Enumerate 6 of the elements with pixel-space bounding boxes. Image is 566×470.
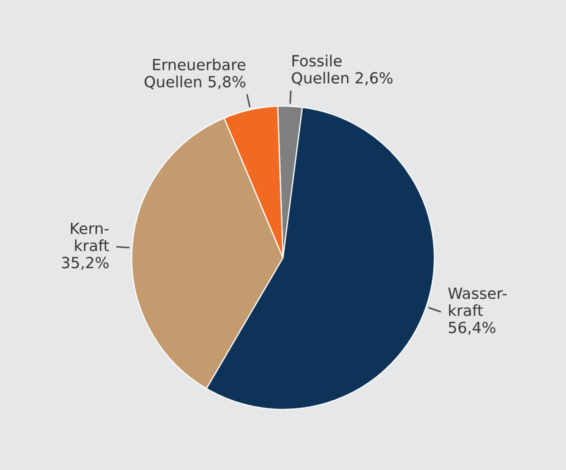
data-label: 56,4%	[448, 322, 496, 335]
slice-label: Erneuerbare Quellen 5,8%	[144, 58, 246, 90]
data-label: 35,2%	[62, 256, 108, 270]
slice-label: Fossile Quellen 2,6%	[292, 54, 392, 86]
slice-label: Kern- kraft	[70, 222, 109, 252]
slice-label: Wasser- kraft	[448, 288, 507, 316]
